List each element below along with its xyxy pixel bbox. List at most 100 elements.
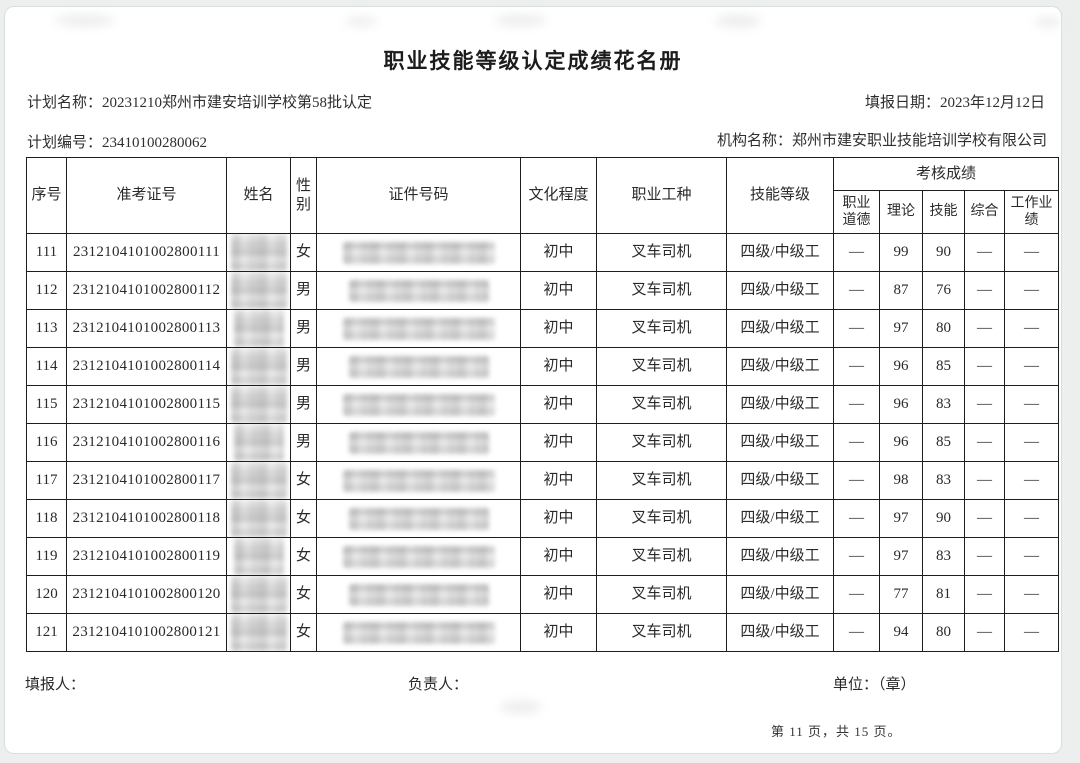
page-title: 职业技能等级认定成绩花名册	[383, 49, 683, 73]
cell-gender: 男	[290, 385, 317, 424]
cell-skill-level: 四级/中级工	[726, 385, 834, 424]
cell-education: 初中	[520, 423, 597, 462]
cell-occupation: 叉车司机	[596, 385, 727, 424]
cell-ticket: 2312104101002800116	[66, 423, 227, 462]
cell-education: 初中	[520, 309, 597, 348]
cell-score-skill: 90	[922, 233, 965, 272]
cell-score-work: —	[1003, 347, 1060, 386]
table-subheader-row: 职业道德 理论 技能 综合 工作业绩	[27, 190, 1060, 234]
cell-score-comprehensive: —	[964, 461, 1005, 500]
cell-id-redacted	[316, 537, 521, 576]
cell-gender: 男	[290, 271, 317, 310]
cell-seq: 121	[26, 613, 67, 652]
cell-score-theory: 96	[879, 423, 923, 462]
cell-score-theory: 98	[879, 461, 923, 500]
cell-score-skill: 76	[922, 271, 965, 310]
cell-gender: 女	[290, 233, 317, 272]
score-roster-table: 序号 准考证号 姓名 性别 证件号码 文化程度 职业工种 技能等级 考核成绩 职…	[26, 157, 1060, 652]
cell-seq: 112	[26, 271, 67, 310]
cell-seq: 118	[26, 499, 67, 538]
filler-label: 填报人：	[25, 677, 86, 693]
cell-score-ethics: —	[833, 499, 880, 538]
cell-score-ethics: —	[833, 347, 880, 386]
header-gender: 性别	[290, 157, 317, 234]
cell-education: 初中	[520, 461, 597, 500]
unit-seal-label: 单位：（章）	[833, 677, 916, 693]
cell-score-theory: 97	[879, 499, 923, 538]
cell-education: 初中	[520, 613, 597, 652]
cell-score-work: —	[1003, 461, 1060, 500]
redacted-id-block	[342, 317, 495, 340]
cell-score-skill: 81	[922, 575, 965, 614]
cell-score-work: —	[1003, 499, 1060, 538]
cell-id-redacted	[316, 575, 521, 614]
cell-score-comprehensive: —	[964, 423, 1005, 462]
cell-name-redacted	[226, 385, 291, 424]
cell-ticket: 2312104101002800121	[66, 613, 227, 652]
cell-skill-level: 四级/中级工	[726, 309, 834, 348]
cell-ticket: 2312104101002800119	[66, 537, 227, 576]
redacted-name-block	[230, 614, 287, 651]
cell-education: 初中	[520, 499, 597, 538]
redacted-id-block	[348, 355, 489, 378]
cell-score-work: —	[1003, 613, 1060, 652]
header-score-ethics: 职业道德	[833, 190, 880, 234]
table-row: 118 2312104101002800118 女 初中 叉车司机 四级/中级工…	[26, 499, 1060, 538]
cell-score-work: —	[1003, 233, 1060, 272]
redacted-name-block	[230, 348, 287, 385]
cell-score-skill: 80	[922, 309, 965, 348]
cell-score-theory: 97	[879, 309, 923, 348]
redaction-smudge	[1035, 17, 1061, 27]
cell-ticket: 2312104101002800114	[66, 347, 227, 386]
cell-gender: 男	[290, 347, 317, 386]
redacted-name-block	[233, 538, 284, 575]
cell-id-redacted	[316, 461, 521, 500]
cell-score-work: —	[1003, 385, 1060, 424]
table-header-row: 序号 准考证号 姓名 性别 证件号码 文化程度 职业工种 技能等级 考核成绩	[26, 157, 1060, 234]
cell-gender: 女	[290, 575, 317, 614]
redaction-smudge	[495, 15, 547, 26]
cell-education: 初中	[520, 233, 597, 272]
redacted-name-block	[230, 386, 287, 423]
cell-seq: 111	[26, 233, 67, 272]
header-score-comprehensive: 综合	[964, 190, 1005, 234]
redaction-smudge	[55, 15, 115, 26]
cell-score-work: —	[1003, 575, 1060, 614]
cell-score-theory: 97	[879, 537, 923, 576]
cell-score-comprehensive: —	[964, 309, 1005, 348]
cell-skill-level: 四级/中级工	[726, 575, 834, 614]
redaction-smudge	[500, 701, 542, 713]
cell-name-redacted	[226, 461, 291, 500]
header-skill-level: 技能等级	[726, 157, 834, 234]
cell-score-comprehensive: —	[964, 347, 1005, 386]
redacted-id-block	[342, 241, 495, 264]
cell-score-ethics: —	[833, 423, 880, 462]
redacted-name-block	[230, 576, 287, 613]
cell-occupation: 叉车司机	[596, 613, 727, 652]
cell-ticket: 2312104101002800112	[66, 271, 227, 310]
cell-education: 初中	[520, 537, 597, 576]
cell-score-work: —	[1003, 537, 1060, 576]
cell-ticket: 2312104101002800115	[66, 385, 227, 424]
cell-score-work: —	[1003, 309, 1060, 348]
header-scores-group: 考核成绩	[832, 157, 1060, 191]
cell-gender: 女	[290, 613, 317, 652]
table-row: 116 2312104101002800116 男 初中 叉车司机 四级/中级工…	[26, 423, 1060, 462]
cell-gender: 女	[290, 461, 317, 500]
cell-score-ethics: —	[833, 613, 880, 652]
cell-name-redacted	[226, 233, 291, 272]
redacted-id-block	[342, 545, 495, 568]
cell-ticket: 2312104101002800120	[66, 575, 227, 614]
redacted-name-block	[230, 500, 287, 537]
table-row: 114 2312104101002800114 男 初中 叉车司机 四级/中级工…	[26, 347, 1060, 386]
cell-occupation: 叉车司机	[596, 347, 727, 386]
cell-skill-level: 四级/中级工	[726, 347, 834, 386]
cell-gender: 男	[290, 423, 317, 462]
header-education: 文化程度	[520, 157, 597, 234]
cell-occupation: 叉车司机	[596, 537, 727, 576]
table-row: 113 2312104101002800113 男 初中 叉车司机 四级/中级工…	[26, 309, 1060, 348]
manager-label: 负责人：	[408, 677, 469, 693]
cell-seq: 114	[26, 347, 67, 386]
cell-ticket: 2312104101002800117	[66, 461, 227, 500]
cell-occupation: 叉车司机	[596, 271, 727, 310]
